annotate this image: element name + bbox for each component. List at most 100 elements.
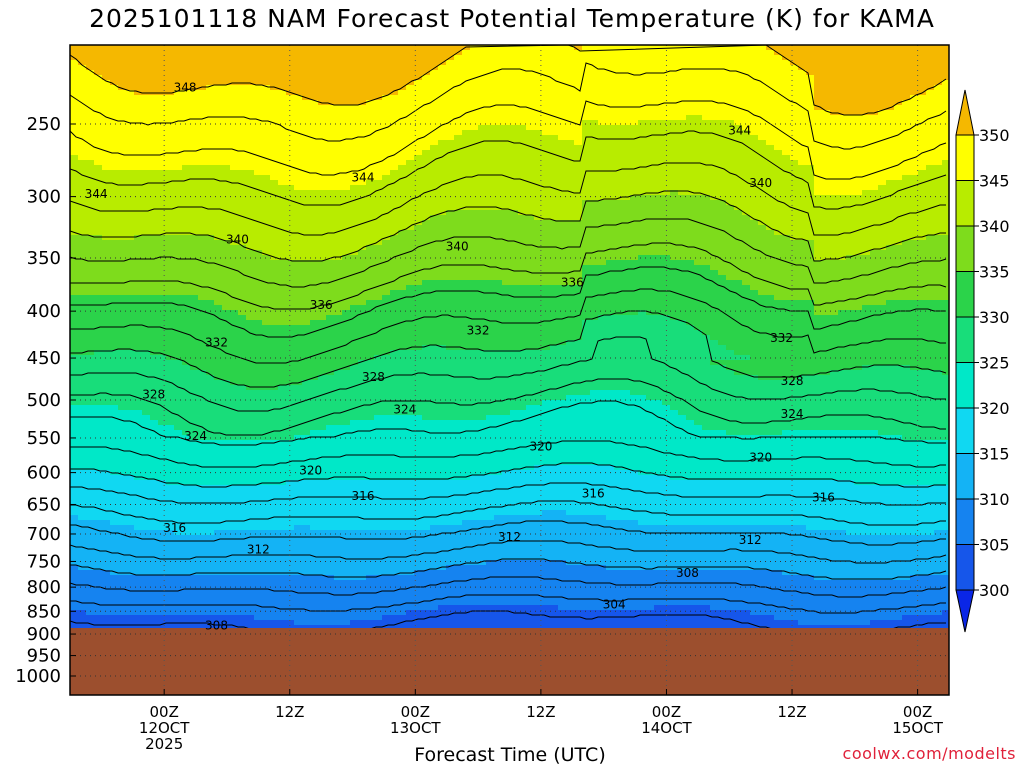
theta-cell	[566, 50, 575, 56]
theta-cell	[118, 130, 127, 136]
theta-cell	[886, 180, 895, 186]
theta-cell	[254, 110, 263, 116]
theta-cell	[238, 55, 247, 61]
theta-cell	[606, 50, 615, 56]
theta-cell	[798, 160, 807, 166]
theta-cell	[158, 55, 167, 61]
theta-cell	[734, 240, 743, 246]
theta-cell	[198, 140, 207, 146]
theta-cell	[286, 160, 295, 166]
theta-cell	[238, 220, 247, 226]
theta-cell	[878, 75, 887, 81]
theta-cell	[222, 250, 231, 256]
theta-cell	[542, 60, 551, 66]
theta-cell	[334, 55, 343, 61]
theta-cell	[358, 215, 367, 221]
theta-cell	[414, 155, 423, 161]
theta-cell	[382, 45, 391, 51]
theta-cell	[902, 190, 911, 196]
theta-cell	[542, 220, 551, 226]
theta-cell	[686, 145, 695, 151]
theta-cell	[430, 245, 439, 251]
theta-cell	[422, 260, 431, 266]
theta-cell	[374, 250, 383, 256]
theta-cell	[222, 135, 231, 141]
theta-cell	[486, 75, 495, 81]
theta-cell	[478, 215, 487, 221]
theta-cell	[398, 120, 407, 126]
theta-cell	[670, 70, 679, 76]
theta-cell	[390, 265, 399, 271]
theta-cell	[606, 100, 615, 106]
theta-cell	[454, 105, 463, 111]
theta-cell	[798, 155, 807, 161]
theta-cell	[918, 75, 927, 81]
theta-cell	[590, 225, 599, 231]
theta-cell	[830, 265, 839, 271]
theta-cell	[686, 220, 695, 226]
theta-cell	[918, 55, 927, 61]
theta-cell	[254, 150, 263, 156]
theta-cell	[494, 240, 503, 246]
theta-cell	[494, 110, 503, 116]
theta-cell	[326, 240, 335, 246]
theta-cell	[358, 155, 367, 161]
theta-cell	[726, 95, 735, 101]
theta-cell	[86, 65, 95, 71]
theta-cell	[574, 45, 583, 51]
theta-cell	[150, 230, 159, 236]
theta-cell	[934, 70, 943, 76]
theta-cell	[382, 50, 391, 56]
theta-cell	[334, 45, 343, 51]
theta-cell	[486, 170, 495, 176]
theta-cell	[470, 195, 479, 201]
theta-cell	[358, 80, 367, 86]
theta-cell	[694, 235, 703, 241]
theta-cell	[830, 170, 839, 176]
theta-cell	[222, 45, 231, 51]
theta-cell	[110, 265, 119, 271]
theta-cell	[118, 205, 127, 211]
theta-cell	[822, 165, 831, 171]
theta-cell	[638, 240, 647, 246]
theta-cell	[574, 240, 583, 246]
theta-cell	[78, 265, 87, 271]
theta-cell	[694, 205, 703, 211]
theta-cell	[598, 120, 607, 126]
theta-cell	[486, 215, 495, 221]
theta-cell	[598, 135, 607, 141]
theta-cell	[606, 70, 615, 76]
theta-cell	[918, 195, 927, 201]
theta-cell	[398, 100, 407, 106]
theta-cell	[438, 230, 447, 236]
theta-cell	[926, 190, 935, 196]
theta-cell	[838, 185, 847, 191]
theta-cell	[478, 190, 487, 196]
theta-cell	[438, 270, 447, 276]
theta-cell	[422, 80, 431, 86]
theta-cell	[198, 165, 207, 171]
theta-cell	[694, 95, 703, 101]
theta-cell	[358, 60, 367, 66]
theta-cell	[238, 75, 247, 81]
theta-cell	[534, 50, 543, 56]
theta-cell	[622, 170, 631, 176]
theta-cell	[574, 140, 583, 146]
theta-cell	[630, 220, 639, 226]
theta-cell	[534, 235, 543, 241]
theta-cell	[270, 75, 279, 81]
theta-cell	[654, 260, 663, 266]
theta-cell	[486, 195, 495, 201]
theta-cell	[126, 150, 135, 156]
theta-cell	[542, 130, 551, 136]
theta-cell	[214, 225, 223, 231]
theta-cell	[70, 180, 79, 186]
theta-cell	[646, 170, 655, 176]
theta-cell	[470, 65, 479, 71]
theta-cell	[806, 105, 815, 111]
theta-cell	[606, 150, 615, 156]
theta-cell	[542, 140, 551, 146]
theta-cell	[174, 245, 183, 251]
theta-cell	[326, 115, 335, 121]
theta-cell	[526, 160, 535, 166]
